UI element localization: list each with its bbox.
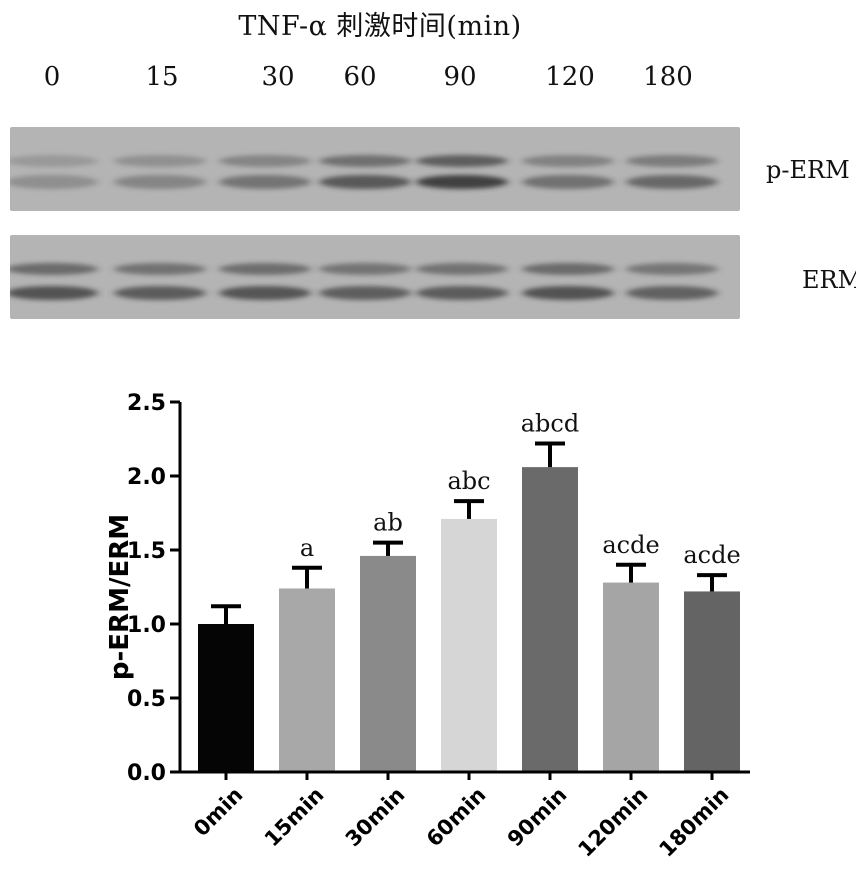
x-tick-label: 15min <box>260 783 329 852</box>
bar-90min <box>522 467 578 772</box>
lane-label-0: 0 <box>43 62 61 92</box>
significance-label: ab <box>373 509 403 537</box>
x-tick-label: 180min <box>654 783 733 862</box>
blot-band <box>626 286 718 300</box>
blot-band <box>10 263 98 275</box>
lane-label-120: 120 <box>545 62 595 92</box>
lane-label-60: 60 <box>343 62 377 92</box>
blot-band <box>219 175 311 189</box>
blot-band <box>114 286 206 300</box>
blot-band <box>522 263 614 275</box>
blot-band <box>219 263 311 275</box>
blot-band <box>319 286 411 300</box>
blot-label-erm: ERM <box>802 266 856 294</box>
blot-band <box>219 155 311 167</box>
blot-band <box>10 155 98 167</box>
blot-band <box>626 175 718 189</box>
bar-15min <box>279 588 335 772</box>
blot-band <box>626 155 718 167</box>
y-tick-label: 1.0 <box>127 613 166 638</box>
y-axis-label: p-ERM/ERM <box>105 514 135 680</box>
lane-label-180: 180 <box>643 62 693 92</box>
x-tick-label: 90min <box>503 783 572 852</box>
x-tick-label: 0min <box>189 783 247 841</box>
blot-band <box>319 263 411 275</box>
significance-label: abc <box>447 467 490 495</box>
blot-band <box>10 175 98 189</box>
blot-band <box>416 155 508 167</box>
x-tick-label: 30min <box>341 783 410 852</box>
lane-label-90: 90 <box>443 62 477 92</box>
blot-band <box>416 175 508 189</box>
blot-band <box>319 175 411 189</box>
lane-label-15: 15 <box>145 62 179 92</box>
blot-band <box>522 175 614 189</box>
blot-band <box>10 286 98 300</box>
western-blot-title: TNF-α 刺激时间(min) <box>238 11 522 42</box>
blot-membrane <box>10 235 740 319</box>
x-tick-label: 60min <box>422 783 491 852</box>
blot-band <box>626 263 718 275</box>
blot-membrane <box>10 127 740 211</box>
blot-band <box>522 286 614 300</box>
blot-label-p-erm: p-ERM <box>766 156 850 184</box>
y-tick-label: 2.0 <box>127 465 166 490</box>
significance-label: abcd <box>521 409 579 437</box>
significance-label: acde <box>683 541 740 569</box>
y-tick-label: 0.5 <box>127 687 166 712</box>
bar-chart: 0min a 15min ab 30min abc 60min abcd 90min acde 12… <box>105 391 750 862</box>
lane-label-30: 30 <box>261 62 295 92</box>
blot-band <box>114 263 206 275</box>
blot-band <box>114 175 206 189</box>
blot-band <box>522 155 614 167</box>
blot-band <box>416 263 508 275</box>
y-tick-label: 2.5 <box>127 391 166 416</box>
blot-band <box>114 155 206 167</box>
bar-30min <box>360 555 416 772</box>
blot-strip-erm <box>10 235 740 319</box>
blot-strip-p-erm <box>10 127 740 211</box>
significance-label: a <box>300 534 314 562</box>
bar-120min <box>603 582 659 772</box>
x-tick-label: 120min <box>573 783 652 862</box>
significance-label: acde <box>602 531 659 559</box>
blot-band <box>416 286 508 300</box>
bar-180min <box>684 591 740 772</box>
y-tick-label: 1.5 <box>127 539 166 564</box>
blot-band <box>219 286 311 300</box>
y-tick-label: 0.0 <box>127 761 166 786</box>
bar-60min <box>441 518 497 772</box>
blot-band <box>319 155 411 167</box>
bar-0min <box>198 624 254 772</box>
